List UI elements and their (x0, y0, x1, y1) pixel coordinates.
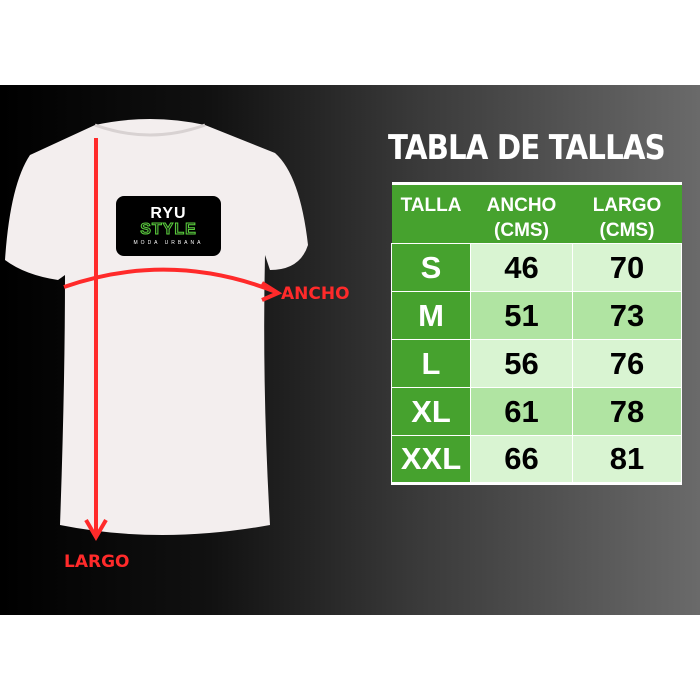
ancho-cell: 46 (470, 243, 573, 292)
size-cell: XXL (391, 435, 471, 484)
largo-arrow (84, 138, 108, 541)
largo-cell: 78 (572, 387, 682, 436)
table-row: L 56 76 (391, 339, 682, 388)
ancho-cell: 66 (470, 435, 573, 484)
logo-text-3: MODA URBANA (133, 240, 204, 246)
brand-logo: RYU STYLE MODA URBANA (116, 196, 221, 256)
tshirt-image (5, 119, 308, 541)
header-ancho: ANCHO (CMS) (470, 183, 573, 244)
ancho-arrow (63, 267, 283, 302)
size-table: TALLA ANCHO (CMS) LARGO (CMS) S 46 70 M 51 73 … (391, 182, 682, 485)
header-unit: (CMS) (494, 220, 549, 241)
size-cell: M (391, 291, 471, 340)
header-largo: LARGO (CMS) (572, 183, 682, 244)
largo-cell: 70 (572, 243, 682, 292)
logo-text-1: RYU (150, 205, 187, 222)
table-row: XL 61 78 (391, 387, 682, 436)
size-cell: L (391, 339, 471, 388)
page-title: TABLA DE TALLAS (388, 128, 666, 168)
ancho-cell: 61 (470, 387, 573, 436)
table-row: S 46 70 (391, 243, 682, 292)
largo-cell: 76 (572, 339, 682, 388)
largo-cell: 81 (572, 435, 682, 484)
table-row: XXL 66 81 (391, 435, 682, 484)
ancho-cell: 56 (470, 339, 573, 388)
header-unit: (CMS) (599, 220, 655, 241)
largo-cell: 73 (572, 291, 682, 340)
header-text: ANCHO (486, 195, 557, 216)
size-cell: S (391, 243, 471, 292)
table-row: M 51 73 (391, 291, 682, 340)
size-cell: XL (391, 387, 471, 436)
largo-label: LARGO (64, 552, 130, 572)
header-text: TALLA (400, 195, 462, 216)
logo-text-2: STYLE (140, 221, 197, 238)
ancho-label: ANCHO (281, 284, 350, 304)
ancho-cell: 51 (470, 291, 573, 340)
header-text: LARGO (592, 195, 662, 216)
header-talla: TALLA (391, 183, 471, 244)
table-header: TALLA ANCHO (CMS) LARGO (CMS) (391, 183, 682, 244)
